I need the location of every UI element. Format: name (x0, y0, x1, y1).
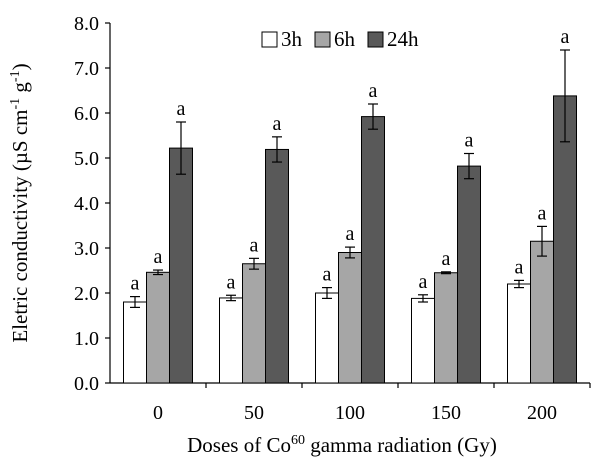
significance-label: a (273, 113, 282, 135)
y-tick-label: 1.0 (74, 328, 99, 350)
significance-label: a (323, 264, 332, 286)
y-tick-label: 0.0 (74, 373, 99, 395)
x-tick-label: 200 (527, 402, 557, 424)
bar-24h-100 (361, 116, 385, 384)
bar-6h-200 (530, 240, 554, 384)
significance-label: a (154, 246, 163, 268)
x-tick-label: 150 (431, 402, 461, 424)
significance-label: a (369, 80, 378, 102)
legend-swatch-24h (367, 31, 384, 48)
legend-label-24h: 24h (387, 27, 419, 51)
significance-label: a (538, 202, 547, 224)
bar-3h-0 (123, 301, 147, 384)
bar-6h-0 (146, 271, 170, 384)
significance-label: a (131, 273, 140, 295)
bars (123, 49, 577, 384)
significance-label: a (346, 223, 355, 245)
bar-24h-50 (265, 148, 289, 384)
y-tick-label: 8.0 (74, 13, 99, 35)
bar-24h-0 (169, 147, 193, 384)
legend: 3h 6h 24h (261, 27, 419, 51)
bar-6h-150 (434, 272, 458, 384)
bar-24h-150 (457, 165, 481, 384)
significance-label: a (419, 271, 428, 293)
significance-label: a (465, 130, 474, 152)
y-tick-label: 2.0 (74, 283, 99, 305)
significance-label: a (561, 26, 570, 48)
x-tick-label: 0 (153, 402, 163, 424)
axes: 0.0 1.0 2.0 3.0 4.0 5.0 6.0 7.0 8.0 0 50 100 150 200 (74, 13, 591, 424)
bar-3h-50 (219, 297, 243, 384)
legend-swatch-6h (314, 31, 331, 48)
significance-label: a (177, 98, 186, 120)
legend-label-3h: 3h (281, 27, 303, 51)
y-tick-label: 6.0 (74, 103, 99, 125)
y-tick-label: 5.0 (74, 148, 99, 170)
significance-label: a (227, 271, 236, 293)
y-tick-label: 4.0 (74, 193, 99, 215)
y-tick-label: 7.0 (74, 58, 99, 80)
significance-label: a (250, 234, 259, 256)
y-tick-label: 3.0 (74, 238, 99, 260)
x-tick-label: 100 (335, 402, 365, 424)
bar-3h-100 (315, 292, 339, 384)
bar-3h-200 (507, 283, 531, 384)
significance-label: a (442, 248, 451, 270)
bar-3h-150 (411, 297, 435, 384)
legend-label-6h: 6h (334, 27, 356, 51)
bar-6h-50 (242, 263, 266, 384)
x-tick-label: 50 (244, 402, 264, 424)
legend-swatch-3h (261, 31, 278, 48)
y-axis-title: Eletric conductivity (µS cm-1 g-1) (8, 63, 32, 342)
bar-6h-100 (338, 252, 362, 384)
significance-label: a (515, 256, 524, 278)
x-axis-title: Doses of Co60 gamma radiation (Gy) (187, 433, 497, 457)
